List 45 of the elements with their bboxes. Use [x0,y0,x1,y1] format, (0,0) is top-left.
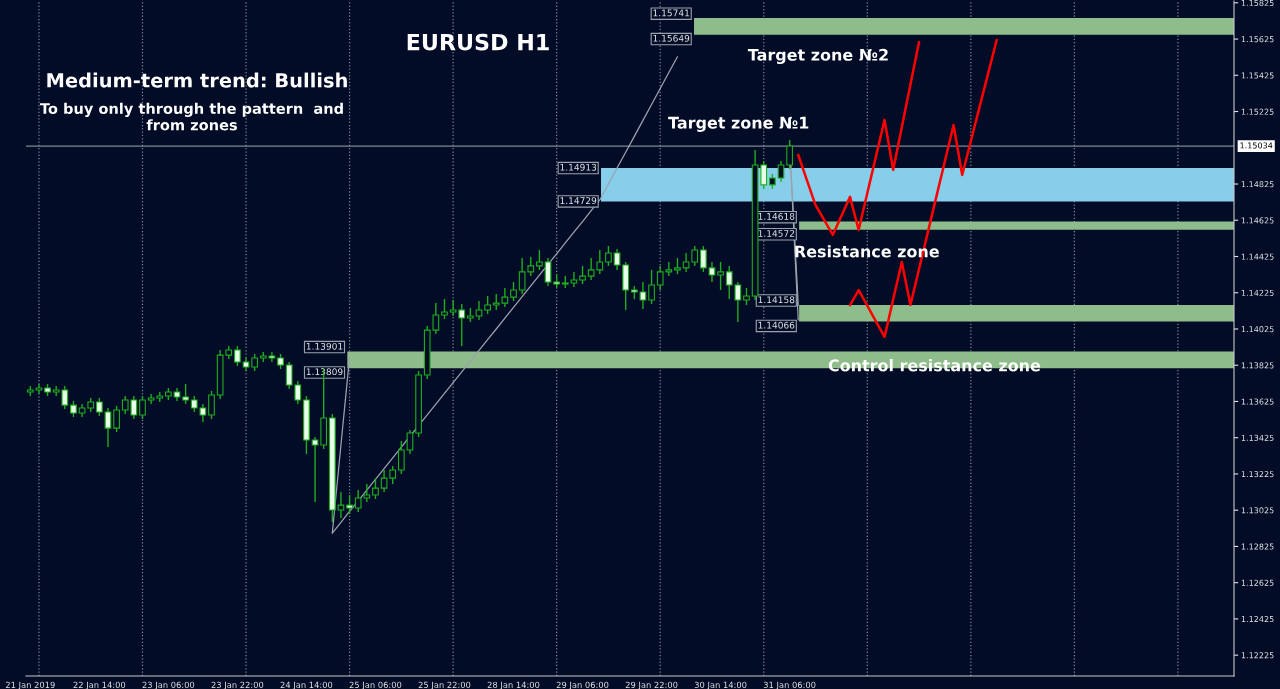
y-tick-label: 1.14625 [1241,217,1274,224]
y-tick-label: 1.13225 [1241,471,1274,478]
y-tick-label: 1.12425 [1241,616,1274,623]
y-tick-label: 1.13025 [1241,507,1274,514]
x-tick-label: 29 Jan 22:00 [625,681,678,689]
x-tick-label: 23 Jan 22:00 [211,681,264,689]
band-label: Target zone №1 [668,116,809,132]
annotation: 1.14158 [758,296,795,304]
x-tick-label: 25 Jan 22:00 [418,681,471,689]
y-tick-label: 1.13825 [1241,362,1274,369]
y-tick-label: 1.12825 [1241,543,1274,550]
y-tick-label: 1.14225 [1241,289,1274,296]
band-label: Target zone №2 [747,48,888,65]
x-tick-label: 29 Jan 06:00 [556,681,609,689]
x-tick-label: 23 Jan 06:00 [142,681,195,689]
ref-line-label: 1.15034 [1240,142,1273,149]
y-tick-label: 1.12225 [1241,652,1274,659]
annotation: 1.15649 [653,34,690,42]
x-tick-label: 22 Jan 14:00 [73,681,126,689]
y-tick-label: 1.14025 [1241,326,1274,333]
text: EURUSD H1 [407,33,549,51]
annotation: 1.14913 [560,163,597,171]
y-tick-label: 1.14825 [1241,181,1274,188]
y-tick-label: 1.15625 [1241,36,1274,43]
x-tick-label: 24 Jan 14:00 [280,681,333,689]
annotation: 1.13901 [306,342,343,350]
y-tick-label: 1.13625 [1241,398,1274,405]
annotation: 1.14572 [758,230,795,237]
y-tick-label: 1.15225 [1241,108,1274,115]
y-tick-label: 1.15825 [1241,0,1274,6]
x-tick-label: 21 Jan 2019 [5,681,55,689]
y-tick-label: 1.14425 [1241,253,1274,260]
annotation: 1.14618 [758,212,795,220]
x-tick-label: 25 Jan 06:00 [349,681,402,689]
annotation: 1.15741 [653,9,690,17]
annotation: To buy only through the pattern and from zones [39,102,343,131]
y-tick-label: 1.15425 [1241,72,1274,79]
y-tick-label: 1.12625 [1241,579,1274,586]
x-tick-label: 30 Jan 14:00 [694,681,747,689]
annotation: 1.14729 [560,197,597,205]
y-tick-label: 1.13425 [1241,434,1274,441]
x-tick-label: 31 Jan 06:00 [763,681,816,689]
x-tick-label: 28 Jan 14:00 [487,681,540,689]
text: Medium-term trend: Bullish [47,72,347,88]
annotation: 1.14066 [758,321,795,329]
